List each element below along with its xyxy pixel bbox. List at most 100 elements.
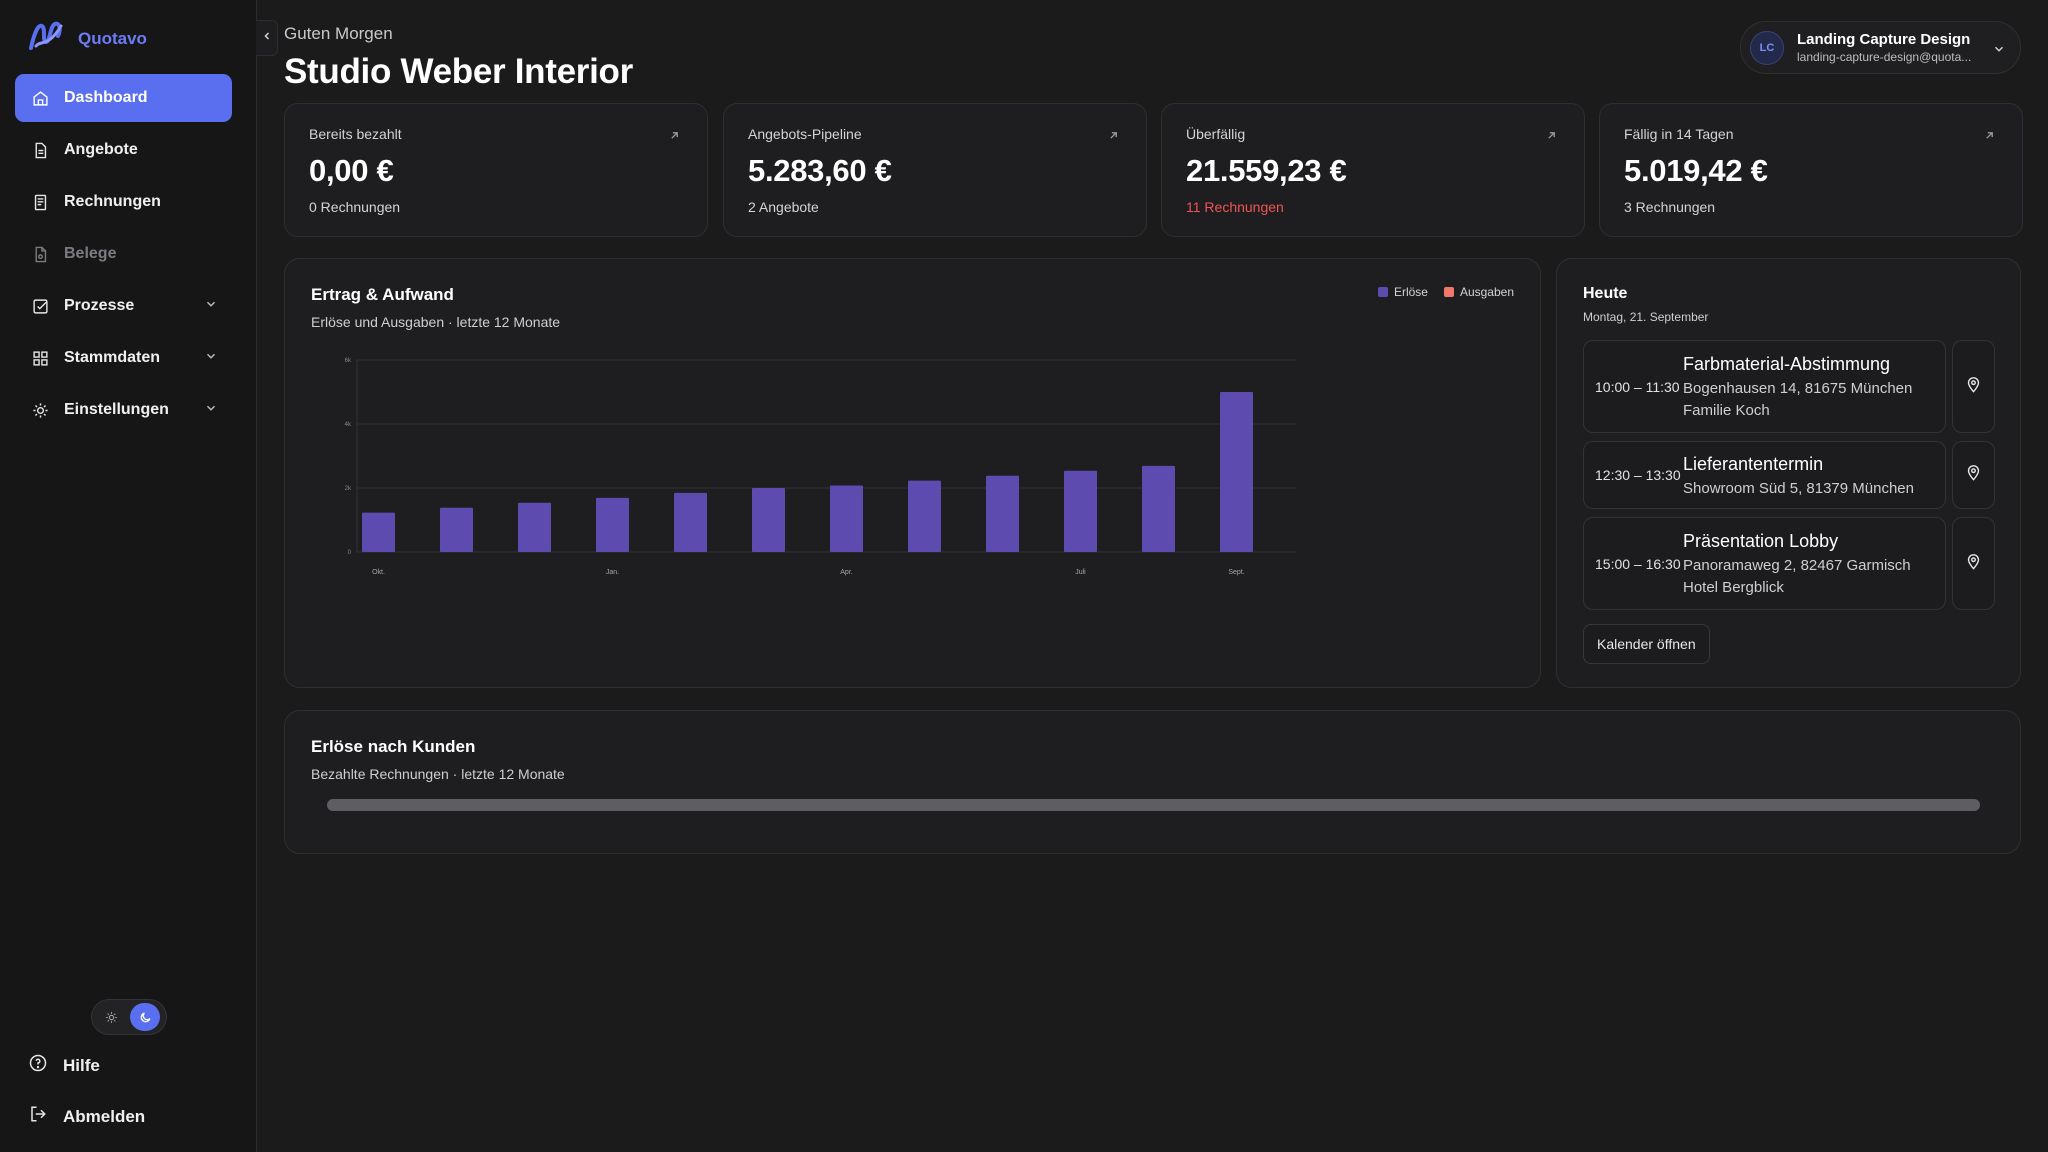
sidebar-collapse-button[interactable] xyxy=(256,20,278,56)
event-body: Farbmaterial-Abstimmung Bogenhausen 14, … xyxy=(1683,354,1945,419)
bar-revenue[interactable] xyxy=(1220,392,1253,552)
page-title: Studio Weber Interior xyxy=(284,52,633,91)
help-button[interactable]: Hilfe xyxy=(29,1054,100,1077)
arrow-up-right-icon xyxy=(668,129,681,147)
kpi-label: Angebots-Pipeline xyxy=(748,126,862,142)
quotavo-logo-icon xyxy=(28,20,64,57)
sidebar-item-label: Rechnungen xyxy=(64,193,161,210)
account-email: landing-capture-design@quota... xyxy=(1797,50,1972,64)
account-name: Landing Capture Design xyxy=(1797,31,1971,48)
sun-icon[interactable] xyxy=(96,1003,126,1031)
event-card[interactable]: 15:00 – 16:30 Präsentation Lobby Panoram… xyxy=(1583,517,1946,610)
bar-revenue[interactable] xyxy=(986,475,1019,552)
legend-label: Erlöse xyxy=(1393,285,1428,299)
bar-revenue[interactable] xyxy=(362,512,395,552)
bar-revenue[interactable] xyxy=(674,492,707,552)
panel-title: Heute xyxy=(1583,285,1628,302)
event-card[interactable]: 10:00 – 11:30 Farbmaterial-Abstimmung Bo… xyxy=(1583,340,1946,433)
legend-item-revenue[interactable]: Erlöse xyxy=(1377,285,1428,299)
open-calendar-button[interactable]: Kalender öffnen xyxy=(1583,624,1710,664)
legend-swatch xyxy=(1377,287,1388,297)
chart-legend: Erlöse Ausgaben xyxy=(1377,285,1514,299)
event-card[interactable]: 12:30 – 13:30 Lieferantentermin Showroom… xyxy=(1583,441,1946,509)
arrow-up-right-icon xyxy=(1983,129,1996,147)
kpi-card-pipeline[interactable]: Angebots-Pipeline 5.283,60 € 2 Angebote xyxy=(723,103,1147,237)
kpi-value: 5.283,60 € xyxy=(748,153,892,188)
revenue-by-customer-panel: Erlöse nach Kunden Bezahlte Rechnungen ·… xyxy=(284,710,2021,854)
bar-revenue[interactable] xyxy=(440,507,473,552)
event-title: Präsentation Lobby xyxy=(1683,531,1839,551)
event-time: 12:30 – 13:30 xyxy=(1595,467,1681,483)
receipt-icon xyxy=(30,192,50,212)
panel-title: Erlöse nach Kunden xyxy=(311,737,476,756)
chevron-down-icon xyxy=(204,297,218,316)
event-client: Familie Koch xyxy=(1683,402,1770,419)
x-tick-label: Jan. xyxy=(606,569,619,576)
logout-label: Abmelden xyxy=(63,1106,146,1126)
kpi-value: 21.559,23 € xyxy=(1186,153,1347,188)
bar-revenue[interactable] xyxy=(596,497,629,552)
event-body: Präsentation Lobby Panoramaweg 2, 82467 … xyxy=(1683,531,1945,596)
y-tick-label: 4k xyxy=(345,422,352,428)
logout-button[interactable]: Abmelden xyxy=(29,1105,145,1128)
bar-revenue[interactable] xyxy=(1064,470,1097,552)
logout-icon xyxy=(29,1105,47,1128)
document-icon xyxy=(30,140,50,160)
sidebar-nav: Dashboard Angebote Rechnungen Belege Pro… xyxy=(15,74,232,438)
sidebar-item-label: Belege xyxy=(64,245,117,262)
kpi-card-overdue[interactable]: Überfällig 21.559,23 € 11 Rechnungen xyxy=(1161,103,1585,237)
bar-revenue[interactable] xyxy=(518,502,551,552)
account-menu[interactable]: LC Landing Capture Design landing-captur… xyxy=(1740,21,2021,74)
revenue-expense-panel: Ertrag & Aufwand Erlöse und Ausgaben · l… xyxy=(284,258,1541,688)
x-tick-label: Apr. xyxy=(840,569,853,576)
theme-toggle[interactable] xyxy=(91,999,167,1035)
sidebar-item-rechnungen[interactable]: Rechnungen xyxy=(15,178,232,226)
kpi-sub: 3 Rechnungen xyxy=(1624,199,1716,215)
x-tick-label: Okt. xyxy=(372,569,385,576)
sidebar-item-prozesse[interactable]: Prozesse xyxy=(15,282,232,330)
customer-revenue-bar xyxy=(327,799,1980,811)
arrow-up-right-icon xyxy=(1107,129,1120,147)
panel-subtitle: Erlöse und Ausgaben · letzte 12 Monate xyxy=(311,314,561,330)
bar-revenue[interactable] xyxy=(752,488,785,552)
sun-gear-icon xyxy=(30,400,50,420)
bar-revenue[interactable] xyxy=(1142,465,1175,552)
panel-title: Ertrag & Aufwand xyxy=(311,285,454,304)
legend-swatch xyxy=(1443,287,1454,297)
kpi-sub: 0 Rechnungen xyxy=(309,199,401,215)
y-tick-label: 6k xyxy=(345,358,352,364)
sidebar-item-stammdaten[interactable]: Stammdaten xyxy=(15,334,232,382)
event-map-button[interactable] xyxy=(1952,517,1995,610)
brand-name: Quotavo xyxy=(78,28,147,48)
help-icon xyxy=(29,1054,47,1077)
today-date: Montag, 21. September xyxy=(1583,310,1709,324)
file-icon xyxy=(30,244,50,264)
x-tick-label: Sept. xyxy=(1228,569,1244,576)
chevron-down-icon xyxy=(1992,42,2006,61)
chevron-down-icon xyxy=(204,401,218,420)
bar-revenue[interactable] xyxy=(830,485,863,552)
legend-item-expenses[interactable]: Ausgaben xyxy=(1443,285,1514,299)
sidebar-item-dashboard[interactable]: Dashboard xyxy=(15,74,232,122)
sidebar-item-angebote[interactable]: Angebote xyxy=(15,126,232,174)
kpi-label: Bereits bezahlt xyxy=(309,126,402,142)
kpi-card-due-14-days[interactable]: Fällig in 14 Tagen 5.019,42 € 3 Rechnung… xyxy=(1599,103,2023,237)
sidebar-item-belege[interactable]: Belege xyxy=(15,230,232,278)
moon-icon[interactable] xyxy=(130,1003,160,1031)
home-icon xyxy=(30,88,50,108)
event-map-button[interactable] xyxy=(1952,441,1995,509)
sidebar-item-label: Stammdaten xyxy=(64,349,161,366)
sidebar-item-label: Prozesse xyxy=(64,297,135,314)
sidebar-item-label: Angebote xyxy=(64,141,138,158)
event-body: Lieferantentermin Showroom Süd 5, 81379 … xyxy=(1683,454,1945,497)
sidebar-item-label: Dashboard xyxy=(64,89,148,106)
event-map-button[interactable] xyxy=(1952,340,1995,433)
sidebar-item-einstellungen[interactable]: Einstellungen xyxy=(15,386,232,434)
kpi-card-paid[interactable]: Bereits bezahlt 0,00 € 0 Rechnungen xyxy=(284,103,708,237)
event-address: Showroom Süd 5, 81379 München xyxy=(1683,479,1914,497)
y-tick-label: 0 xyxy=(348,550,352,556)
kpi-sub: 2 Angebote xyxy=(748,199,819,215)
chevron-left-icon xyxy=(261,29,273,47)
brand[interactable]: Quotavo xyxy=(28,20,147,57)
bar-revenue[interactable] xyxy=(908,480,941,552)
